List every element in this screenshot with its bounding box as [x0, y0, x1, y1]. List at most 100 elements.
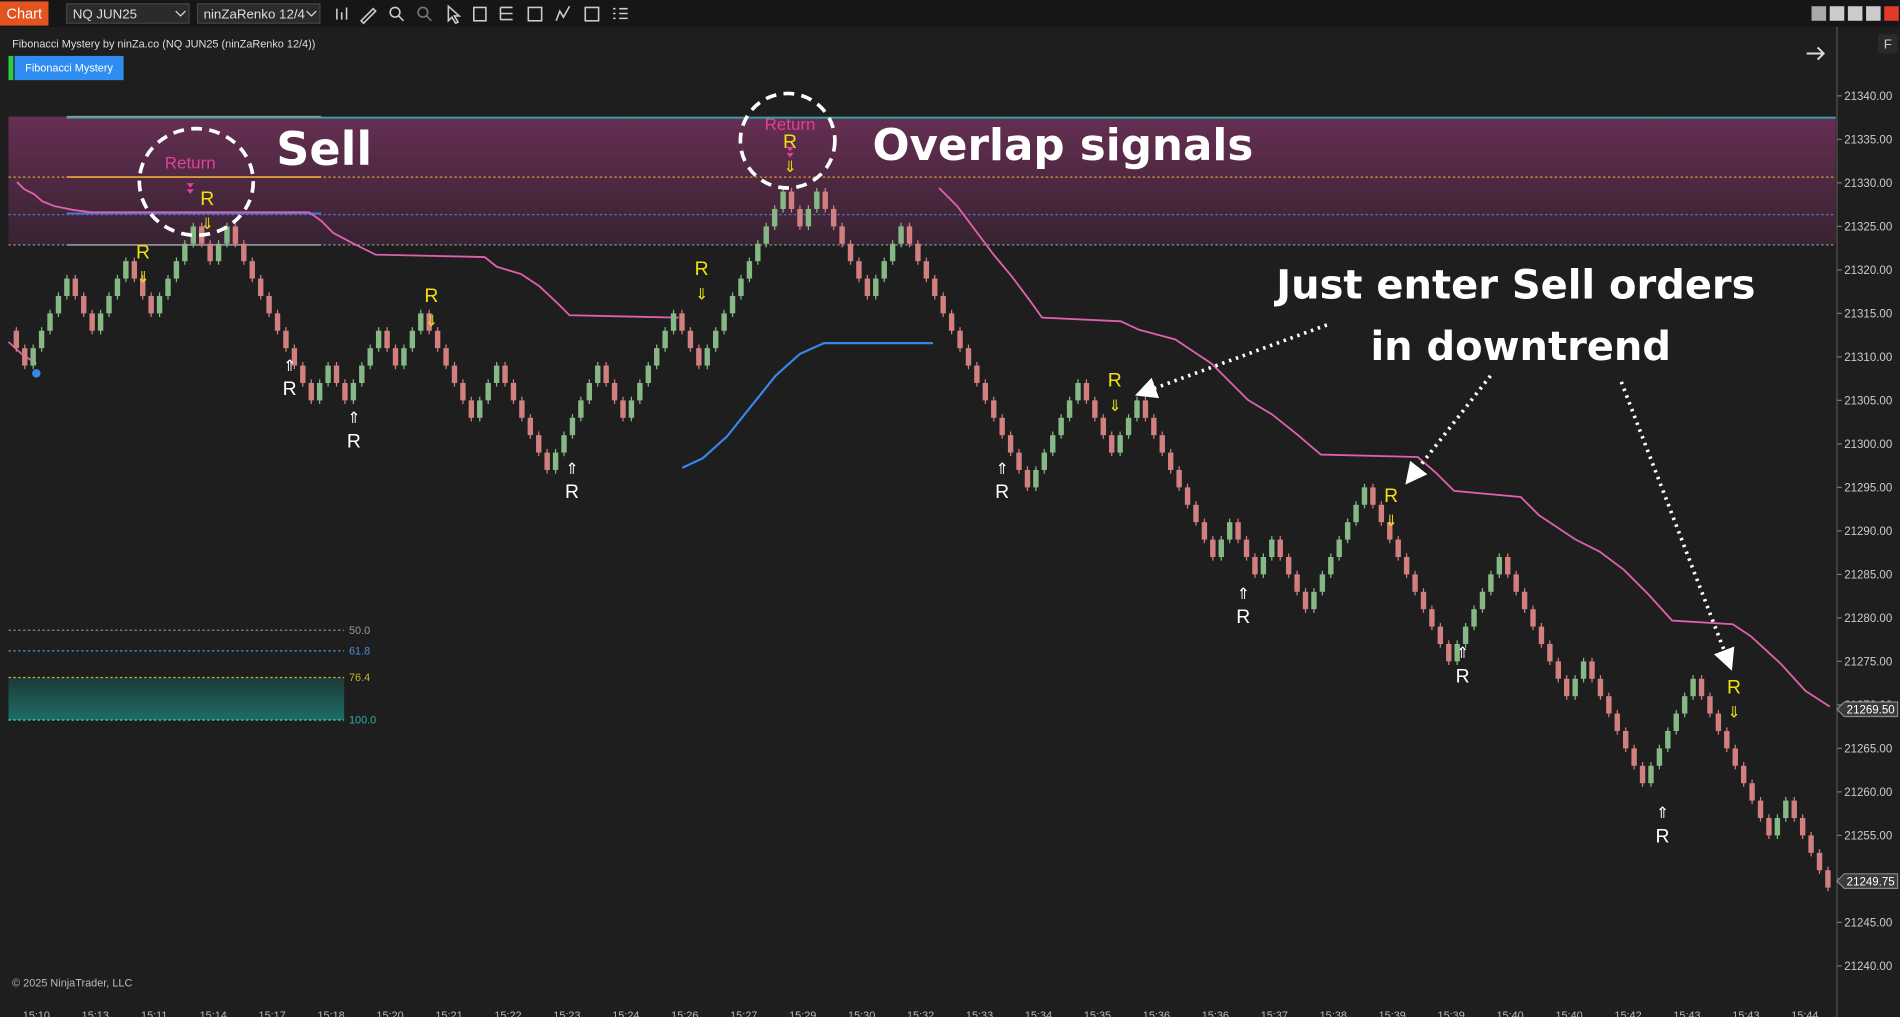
- highlight-circle: [137, 126, 256, 238]
- renko-bar: [418, 313, 424, 331]
- renko-bar: [932, 278, 938, 296]
- signal-label: R: [783, 131, 797, 153]
- bartype-select[interactable]: [196, 3, 321, 24]
- x-tick-label: 15:39: [1438, 1010, 1465, 1017]
- indicator-button-label: Fibonacci Mystery: [25, 63, 113, 75]
- renko-bar: [940, 295, 946, 314]
- x-tick-label: 15:22: [494, 1010, 521, 1017]
- x-tick-label: 15:40: [1555, 1010, 1582, 1017]
- renko-bar: [468, 400, 475, 418]
- renko-bar: [889, 243, 896, 262]
- fib-label: 76.4: [349, 672, 370, 684]
- renko-bar: [1033, 469, 1039, 488]
- renko-bar: [190, 226, 196, 244]
- renko-bar: [1007, 435, 1014, 453]
- renko-bar: [123, 261, 129, 279]
- renko-bar: [1639, 765, 1646, 784]
- renko-bar: [291, 348, 298, 366]
- x-tick-label: 15:10: [23, 1010, 50, 1017]
- renko-bar: [1429, 609, 1435, 627]
- window-button[interactable]: [1866, 6, 1881, 21]
- renko-bar: [797, 208, 803, 227]
- renko-bar: [1361, 487, 1368, 505]
- instrument-select[interactable]: [66, 3, 190, 24]
- renko-bar: [1412, 574, 1418, 592]
- renko-bar: [561, 435, 567, 453]
- zoom-out-icon[interactable]: [417, 6, 429, 18]
- y-tick-label: 21335.00: [1844, 135, 1892, 147]
- window-button[interactable]: [1829, 6, 1845, 21]
- renko-bar: [401, 348, 407, 366]
- renko-bar: [586, 382, 592, 401]
- window-buttons: [1811, 6, 1899, 21]
- signal-arrow: ⇓: [783, 157, 796, 176]
- return-label: Return: [765, 115, 816, 134]
- renko-bar: [47, 313, 53, 331]
- renko-bar: [1024, 469, 1031, 488]
- renko-bar: [55, 295, 62, 314]
- x-tick-label: 15:21: [435, 1010, 462, 1017]
- renko-bar: [1564, 678, 1570, 697]
- renko-bar: [982, 382, 989, 401]
- renko-bar: [1724, 730, 1730, 749]
- renko-bar: [1125, 417, 1132, 436]
- renko-bar: [316, 382, 323, 401]
- menu-icon[interactable]: [613, 7, 628, 20]
- renko-bar: [1311, 591, 1317, 610]
- renko-bar: [1690, 678, 1696, 697]
- axis-button[interactable]: [1878, 34, 1898, 54]
- renko-bar: [544, 452, 550, 470]
- x-tick-label: 15:26: [671, 1010, 698, 1017]
- indicator-button[interactable]: [14, 55, 124, 81]
- renko-bar: [1488, 574, 1494, 592]
- renko-bar: [502, 365, 508, 383]
- price-marker-label: 21249.75: [1847, 876, 1895, 888]
- y-tick-label: 21280.00: [1844, 613, 1892, 625]
- renko-bar: [1344, 522, 1351, 540]
- trailing-line: [938, 187, 1831, 708]
- window-button[interactable]: [1811, 6, 1827, 21]
- renko-bar: [679, 313, 685, 331]
- x-tick-label: 15:36: [1143, 1010, 1170, 1017]
- renko-bar: [1050, 435, 1056, 453]
- pointer-icon[interactable]: [447, 4, 462, 25]
- renko-bar: [654, 348, 660, 366]
- renko-bar: [1336, 539, 1342, 557]
- indicator-icon[interactable]: [584, 6, 600, 22]
- renko-bar: [662, 330, 668, 349]
- renko-bar: [712, 330, 719, 349]
- x-tick-label: 15:34: [1025, 1010, 1052, 1017]
- properties-icon[interactable]: [473, 6, 487, 22]
- renko-bar: [97, 313, 104, 331]
- draw-icon[interactable]: [359, 7, 377, 25]
- indicator-header: Fibonacci Mystery by ninZa.co (NQ JUN25 …: [12, 38, 315, 50]
- snapshot-icon[interactable]: [527, 6, 543, 22]
- x-tick-label: 15:42: [1614, 1010, 1641, 1017]
- x-tick-label: 15:33: [966, 1010, 993, 1017]
- renko-bar: [628, 400, 635, 418]
- renko-bar: [1471, 609, 1477, 627]
- signal-arrow: ⇓: [136, 268, 149, 287]
- bars-icon[interactable]: [336, 7, 348, 20]
- renko-bar: [1260, 556, 1267, 575]
- renko-bar: [519, 400, 525, 418]
- strategy-icon[interactable]: [555, 5, 571, 22]
- close-button[interactable]: [1884, 6, 1899, 21]
- window-button[interactable]: [1847, 6, 1863, 21]
- annotation-text: Sell: [276, 122, 372, 176]
- price-marker: [1836, 873, 1899, 889]
- renko-bar: [1210, 539, 1216, 557]
- renko-bar: [670, 313, 677, 331]
- scroll-arrow[interactable]: [1806, 46, 1826, 61]
- renko-bar: [1269, 539, 1275, 557]
- chart-button[interactable]: [0, 1, 49, 26]
- signal-arrow: ⇑: [565, 459, 578, 478]
- y-tick-label: 21305.00: [1844, 396, 1892, 408]
- renko-bar: [830, 208, 837, 227]
- templates-icon[interactable]: [499, 6, 513, 21]
- signal-label: R: [200, 188, 214, 210]
- zoom-in-icon[interactable]: [389, 6, 401, 18]
- fib-label: 50.0: [349, 625, 370, 637]
- renko-bar: [1698, 678, 1705, 697]
- return-label: Return: [165, 154, 216, 173]
